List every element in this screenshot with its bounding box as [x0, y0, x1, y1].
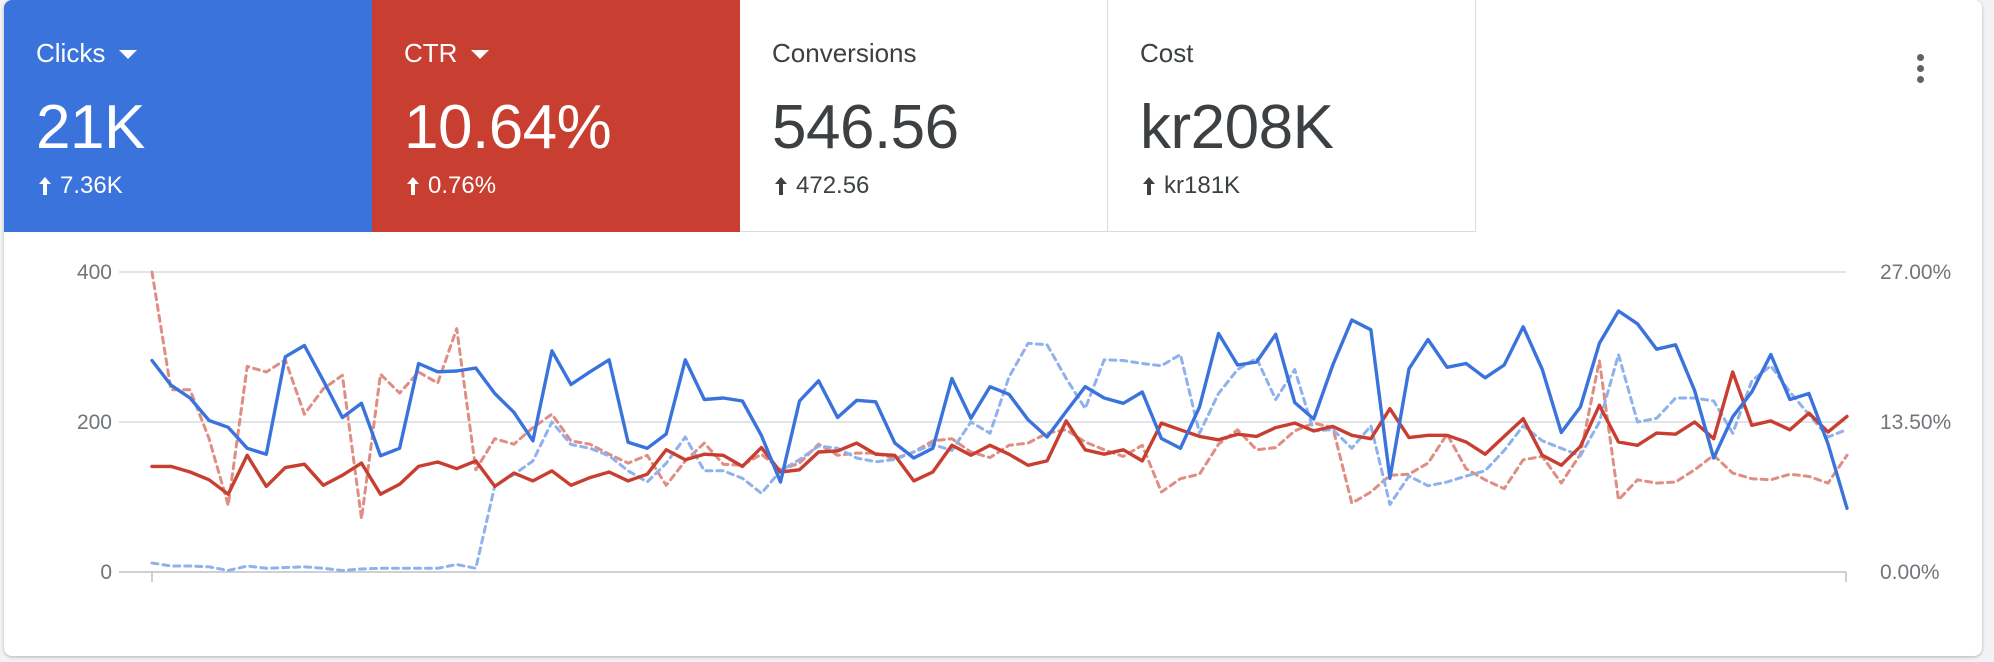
metric-tile-ctr[interactable]: CTR 10.64% 0.76% — [372, 0, 740, 232]
chart-series — [150, 270, 1849, 572]
performance-card: Clicks 21K 7.36K CTR 10.64% 0.76% Conver… — [4, 0, 1982, 656]
arrow-up-icon — [775, 177, 787, 195]
dropdown-caret-icon[interactable] — [119, 50, 138, 59]
arrow-up-icon — [1143, 177, 1155, 195]
metric-label-text: Cost — [1140, 38, 1194, 68]
metric-delta: 7.36K — [36, 172, 123, 200]
metric-label-text: Clicks — [36, 38, 106, 68]
metric-label: CTR — [404, 38, 490, 69]
y-right-tick-label: 13.50% — [1880, 411, 1951, 434]
metric-label: Cost — [1140, 38, 1193, 69]
metric-delta-text: 472.56 — [796, 172, 870, 199]
metric-value: 21K — [36, 93, 145, 162]
metric-delta-text: 0.76% — [428, 172, 497, 199]
metric-delta-text: kr181K — [1164, 172, 1241, 199]
metric-delta-text: 7.36K — [60, 172, 123, 199]
y-left-tick-label: 400 — [77, 261, 112, 284]
y-left-tick-label: 200 — [77, 411, 112, 434]
metric-tile-conversions[interactable]: Conversions 546.56 472.56 — [740, 0, 1108, 232]
series-line-ctr-previous — [150, 270, 1849, 521]
dropdown-caret-icon[interactable] — [471, 50, 490, 59]
metric-delta: 0.76% — [404, 172, 496, 200]
metric-label-text: Conversions — [772, 38, 917, 68]
metric-tile-clicks[interactable]: Clicks 21K 7.36K — [4, 0, 372, 232]
metric-value: 546.56 — [772, 93, 959, 162]
series-line-clicks-previous — [150, 341, 1849, 572]
metric-value: kr208K — [1140, 93, 1334, 162]
metric-delta: 472.56 — [772, 172, 869, 200]
y-right-tick-label: 0.00% — [1880, 561, 1940, 584]
metric-tiles: Clicks 21K 7.36K CTR 10.64% 0.76% Conver… — [4, 0, 1476, 232]
metric-label-text: CTR — [404, 38, 458, 68]
y-left-tick-label: 0 — [100, 561, 112, 584]
metric-label: Conversions — [772, 38, 917, 69]
more-vert-icon[interactable] — [1908, 50, 1932, 94]
y-right-tick-label: 27.00% — [1880, 261, 1951, 284]
metric-value: 10.64% — [404, 93, 612, 162]
chart-tick-labels: 400 27.00% 200 13.50% 0 0.00% — [77, 261, 1951, 584]
series-line-ctr-current — [150, 370, 1849, 496]
series-line-clicks-current — [150, 309, 1849, 510]
performance-chart: 400 27.00% 200 13.50% 0 0.00% — [77, 261, 1951, 584]
metric-tile-cost[interactable]: Cost kr208K kr181K — [1108, 0, 1476, 232]
chart-grid — [119, 271, 1847, 582]
metric-delta: kr181K — [1140, 172, 1240, 200]
metric-label: Clicks — [36, 38, 138, 69]
arrow-up-icon — [39, 177, 51, 195]
arrow-up-icon — [407, 177, 419, 195]
